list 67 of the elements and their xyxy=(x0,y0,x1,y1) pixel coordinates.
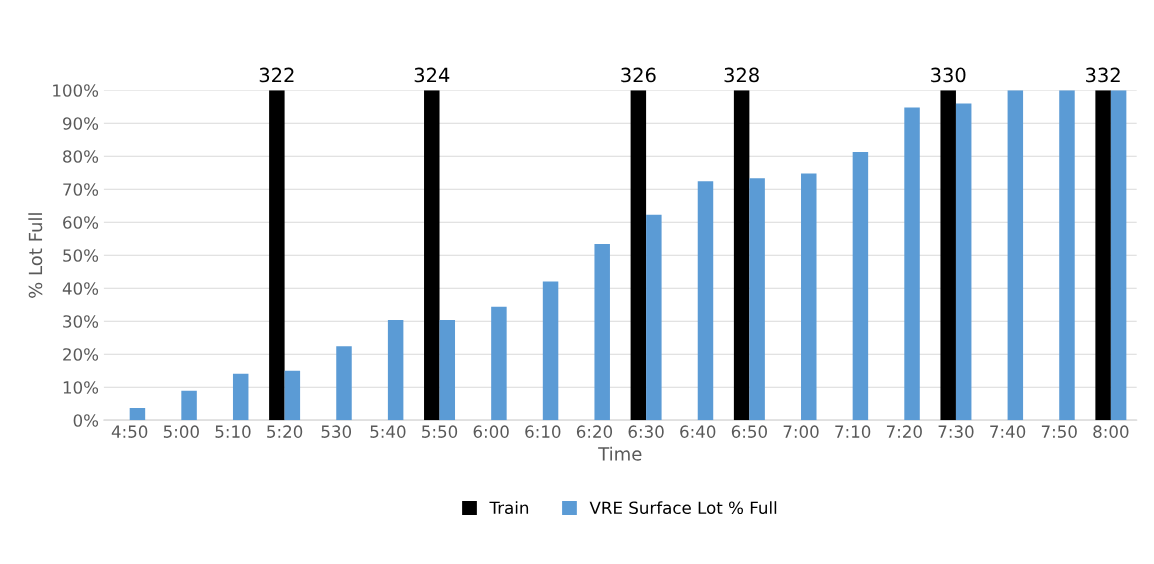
x-tick-label: 7:10 xyxy=(835,425,871,438)
x-tick-label: 6:50 xyxy=(731,425,767,438)
x-tick-label: 7:30 xyxy=(938,425,974,438)
y-tick-label: 10% xyxy=(63,381,99,394)
bar xyxy=(181,390,197,421)
bar xyxy=(733,90,750,421)
y-tick-label: 30% xyxy=(63,315,99,328)
x-tick-label: 7:50 xyxy=(1041,425,1077,438)
y-tick-label: 40% xyxy=(62,282,99,295)
bar xyxy=(232,373,249,421)
y-tick-label: 90% xyxy=(63,117,99,130)
bar xyxy=(1007,90,1024,421)
x-tick-label: 6:40 xyxy=(680,425,716,438)
x-tick-label: 530 xyxy=(321,425,352,438)
x-tick-label: 5:20 xyxy=(267,425,303,438)
x-axis-title: Time xyxy=(598,446,642,461)
x-tick-label: 6:00 xyxy=(473,425,509,438)
x-tick-label: 7:00 xyxy=(783,425,819,438)
bar xyxy=(630,90,647,421)
bar xyxy=(940,90,956,421)
x-tick-label: 5:00 xyxy=(163,425,199,438)
y-tick-label: 80% xyxy=(63,150,99,163)
bar xyxy=(749,178,765,421)
bar xyxy=(439,319,456,421)
y-tick-label: 60% xyxy=(63,216,99,229)
annotation: 322 xyxy=(259,67,294,83)
legend-label: Train xyxy=(489,501,529,515)
bar xyxy=(801,173,817,421)
annotation: 332 xyxy=(1086,67,1120,83)
x-tick-label: 5:10 xyxy=(215,425,251,438)
bar xyxy=(542,281,559,421)
x-tick-label: 5:40 xyxy=(370,425,406,438)
x-tick-label: 8:00 xyxy=(1093,425,1129,438)
x-tick-label: 7:40 xyxy=(990,425,1026,438)
bar xyxy=(594,243,610,421)
y-axis-title: % Lot Full xyxy=(28,213,43,298)
bar xyxy=(852,151,869,421)
legend-label: VRE Surface Lot % Full xyxy=(589,501,777,515)
bar xyxy=(1095,90,1111,421)
bar xyxy=(646,214,662,421)
bar xyxy=(129,407,146,421)
annotation: 326 xyxy=(621,67,656,83)
bar xyxy=(424,90,440,421)
x-tick-label: 6:30 xyxy=(628,425,664,438)
x-tick-label: 4:50 xyxy=(111,425,148,438)
bar xyxy=(269,90,285,421)
bar xyxy=(387,319,404,421)
y-tick-label: 20% xyxy=(63,348,99,361)
bar xyxy=(1110,90,1127,421)
y-tick-label: 70% xyxy=(63,183,99,196)
bar xyxy=(697,181,714,421)
annotation: 324 xyxy=(414,67,450,83)
bar xyxy=(284,370,301,421)
x-tick-label: 5:50 xyxy=(422,425,458,438)
bar xyxy=(955,103,972,421)
x-tick-label: 6:10 xyxy=(525,425,561,438)
y-tick-label: 0% xyxy=(73,414,99,427)
bar xyxy=(904,107,920,421)
y-tick-label: 50% xyxy=(63,249,99,262)
bar xyxy=(1059,90,1075,421)
y-tick-label: 100% xyxy=(53,84,99,97)
bar xyxy=(491,306,507,421)
x-tick-label: 7:20 xyxy=(886,425,922,438)
x-tick-label: 6:20 xyxy=(576,425,613,438)
bar xyxy=(336,346,352,421)
annotation: 328 xyxy=(724,67,759,83)
annotation: 330 xyxy=(931,67,966,83)
